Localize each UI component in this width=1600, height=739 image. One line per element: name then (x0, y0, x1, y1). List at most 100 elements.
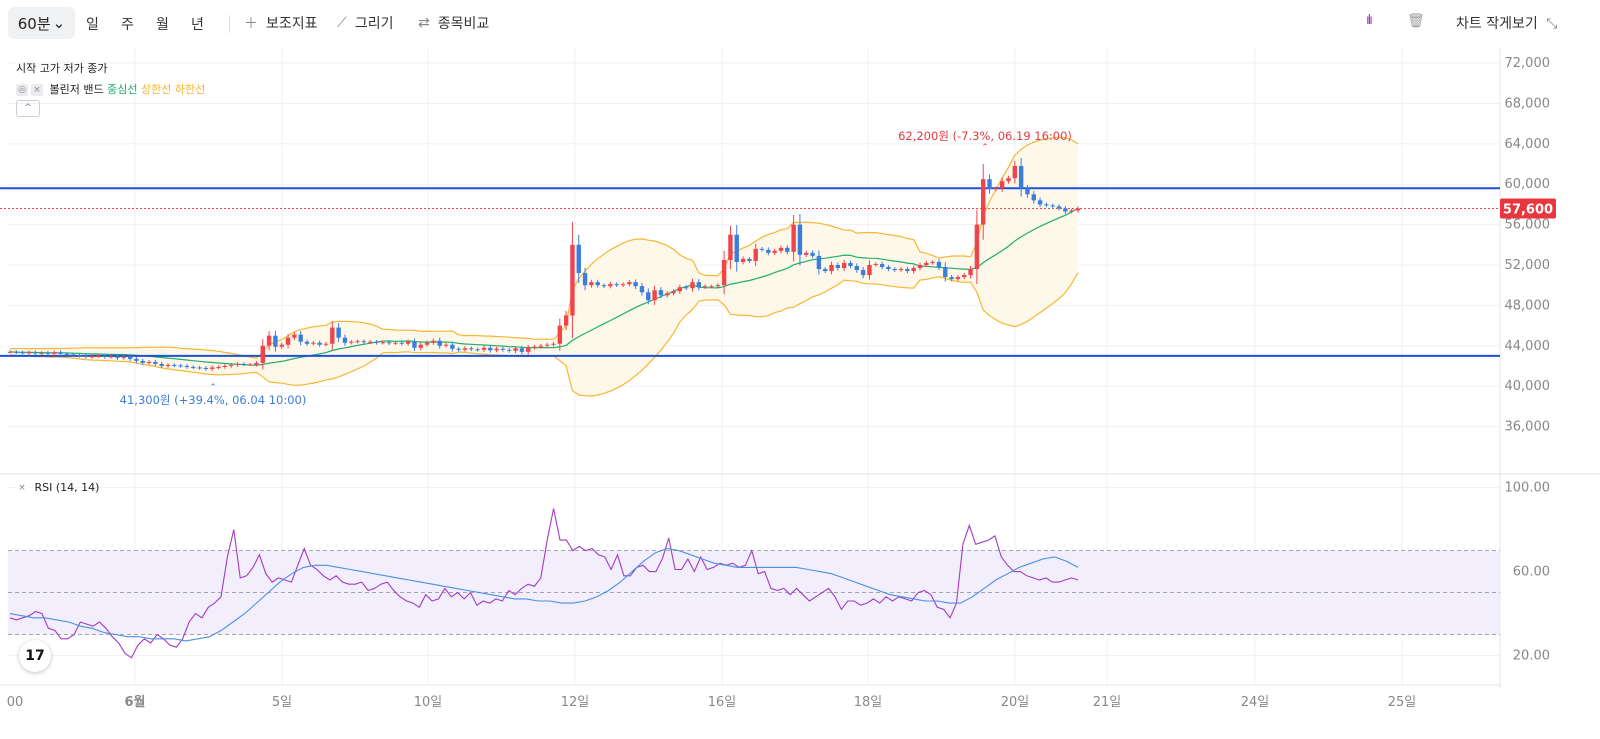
candle-body (418, 344, 423, 348)
time-tick-label: 16일 (708, 695, 737, 710)
price-tick-label: 60,000 (1505, 177, 1551, 192)
candle-body (159, 363, 164, 366)
eye-off-icon[interactable]: ◎ (16, 84, 28, 96)
candle-body (860, 270, 866, 276)
candle-body (608, 284, 613, 287)
candle-body (778, 247, 784, 251)
candle-body (620, 284, 626, 286)
candle-body (235, 363, 240, 365)
candle-body (721, 259, 727, 286)
bollinger-legend: ◎ × 볼린저 밴드 중심선 상한선 하한선 (16, 81, 205, 97)
candle-body (1075, 208, 1081, 211)
candle-body (336, 327, 341, 338)
candle-body (393, 342, 398, 344)
candle-body (728, 234, 733, 260)
candle-body (462, 348, 468, 350)
candle-body (45, 352, 51, 354)
bollinger-bands (9, 136, 1079, 397)
candles (7, 157, 1081, 371)
candle-body (639, 286, 645, 293)
close-icon[interactable]: × (31, 84, 43, 96)
trash-icon[interactable]: 🗑 (1407, 13, 1425, 29)
plus-icon: ＋ (244, 16, 258, 32)
candle-body (1056, 206, 1062, 209)
bb-upper-label: 상한선 (140, 83, 172, 96)
last-price-value: 57,600 (1503, 202, 1553, 217)
candle-body (677, 287, 683, 292)
time-tick-label: 25일 (1388, 695, 1417, 710)
tradingview-logo[interactable]: 17 (19, 640, 51, 672)
bb-mid-line (9, 207, 1079, 366)
candle-body (753, 248, 758, 261)
period-week[interactable]: 주 (121, 17, 134, 33)
bars-icon[interactable]: ılı (1366, 13, 1373, 28)
rsi-label: RSI (14, 14) (34, 481, 100, 494)
last-price-tag (1500, 198, 1556, 219)
pencil-icon: ⟋ (337, 15, 347, 31)
candle-body (361, 341, 367, 343)
chart-area[interactable]: 72,000 68,000 64,000 60,000 56,000 52,000 48,0… (0, 48, 1600, 739)
low-annotation: 41,300원 (+39.4%, 06.04 10:00) (120, 393, 307, 407)
candle-body (134, 358, 139, 361)
compare-button[interactable]: ⇄ 종목비교 (418, 13, 489, 33)
candle-body (930, 261, 935, 263)
chevron-down-icon: ⌄ (52, 14, 66, 32)
draw-button[interactable]: ⟋ 그리기 (337, 13, 393, 33)
period-month[interactable]: 월 (156, 17, 169, 33)
candle-body (766, 249, 771, 253)
candle-body (1063, 208, 1068, 212)
bb-mid-label: 중심선 (107, 83, 138, 96)
candle-body (298, 334, 303, 342)
candle-body (981, 179, 986, 225)
candle-body (791, 224, 796, 252)
candle-body (772, 250, 777, 253)
candle-body (1018, 166, 1024, 189)
candle-body (974, 224, 980, 270)
candle-body (58, 352, 63, 354)
small-view-button[interactable]: 차트 작게보기 ⤡ (1456, 13, 1557, 33)
price-tick-label: 52,000 (1505, 258, 1551, 273)
candle-body (247, 364, 253, 366)
candle-body (39, 352, 44, 354)
timeframe-select[interactable]: 60분 ⌄ (8, 7, 75, 39)
period-year[interactable]: 년 (191, 17, 204, 33)
candle-body (52, 352, 57, 354)
candle-body (266, 335, 272, 346)
candle-body (702, 286, 708, 288)
candle-body (83, 355, 89, 357)
rsi-lines (9, 508, 1079, 659)
candle-body (450, 344, 455, 349)
candle-body (184, 365, 190, 367)
collapse-legend-button[interactable]: ^ (16, 100, 40, 117)
candle-body (96, 355, 101, 357)
band-fill (10, 137, 1078, 396)
candle-body (355, 341, 360, 343)
candle-body (77, 355, 82, 357)
candle-body (20, 352, 25, 354)
price-tick-label: 44,000 (1505, 339, 1551, 354)
candle-body (576, 244, 581, 274)
indicators-button[interactable]: ＋ 보조지표 (244, 13, 318, 33)
candle-body (1044, 204, 1049, 206)
candle-body (715, 285, 720, 287)
candle-body (349, 341, 354, 343)
candle-body (848, 262, 853, 266)
candle-body (835, 264, 841, 269)
rsi-tick-label: 100.00 (1505, 481, 1551, 496)
candle-body (500, 348, 506, 350)
candle-body (987, 179, 992, 190)
candle-body (140, 360, 145, 363)
period-day[interactable]: 일 (86, 17, 99, 33)
close-icon[interactable]: × (16, 482, 28, 494)
candle-body (285, 337, 291, 345)
price-tick-label: 40,000 (1505, 379, 1551, 394)
candle-body (747, 258, 752, 261)
candle-body (993, 188, 999, 190)
time-tick-label: 20일 (1001, 695, 1030, 710)
low-arrow-icon: ⌃ (209, 383, 217, 393)
candle-body (254, 362, 259, 365)
candle-body (456, 348, 461, 350)
candle-body (696, 282, 702, 288)
candle-body (507, 349, 512, 351)
candle-body (841, 262, 847, 269)
